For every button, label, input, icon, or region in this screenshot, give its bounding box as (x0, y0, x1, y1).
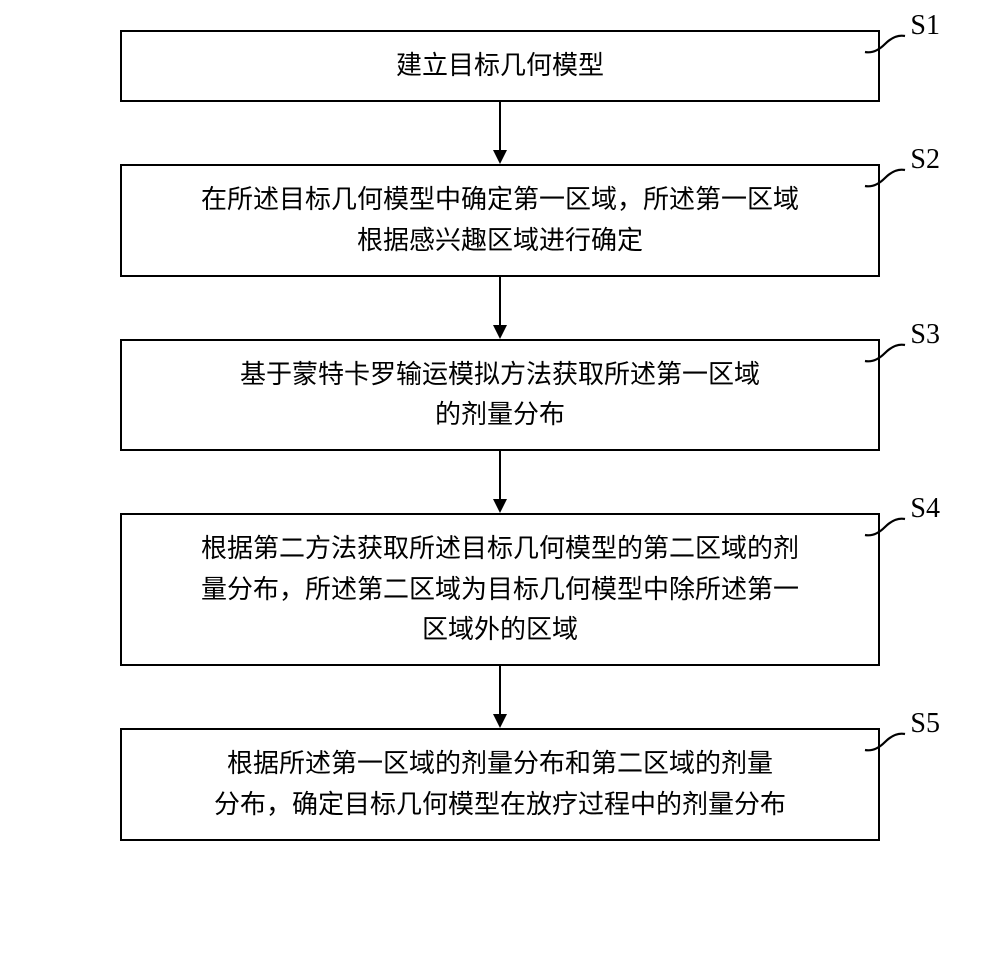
step-s5-line1: 根据所述第一区域的剂量分布和第二区域的剂量 (152, 744, 848, 784)
curve-s2 (865, 166, 905, 190)
step-s5-wrapper: S5 根据所述第一区域的剂量分布和第二区域的剂量 分布，确定目标几何模型在放疗过… (0, 728, 1000, 841)
step-s5-line2: 分布，确定目标几何模型在放疗过程中的剂量分布 (152, 785, 848, 825)
step-s3-line2: 的剂量分布 (152, 395, 848, 435)
curve-s1 (865, 32, 905, 56)
step-s3-box: 基于蒙特卡罗输运模拟方法获取所述第一区域 的剂量分布 (120, 339, 880, 452)
connector-1-2 (0, 102, 1000, 164)
connector-2-3 (0, 277, 1000, 339)
connector-3-4 (0, 451, 1000, 513)
step-s2-box: 在所述目标几何模型中确定第一区域，所述第一区域 根据感兴趣区域进行确定 (120, 164, 880, 277)
step-s4-box: 根据第二方法获取所述目标几何模型的第二区域的剂 量分布，所述第二区域为目标几何模… (120, 513, 880, 666)
step-s2-line1: 在所述目标几何模型中确定第一区域，所述第一区域 (152, 180, 848, 220)
label-s2: S2 (910, 144, 940, 176)
step-s5-box: 根据所述第一区域的剂量分布和第二区域的剂量 分布，确定目标几何模型在放疗过程中的… (120, 728, 880, 841)
step-s4-line1: 根据第二方法获取所述目标几何模型的第二区域的剂 (152, 529, 848, 569)
label-s1: S1 (910, 10, 940, 42)
flowchart-container: S1 建立目标几何模型 S2 在所述目标几何模型中确定第一区域，所述第一区域 根… (0, 30, 1000, 841)
curve-s3 (865, 341, 905, 365)
step-s1-wrapper: S1 建立目标几何模型 (0, 30, 1000, 102)
step-s2-wrapper: S2 在所述目标几何模型中确定第一区域，所述第一区域 根据感兴趣区域进行确定 (0, 164, 1000, 277)
label-s3: S3 (910, 319, 940, 351)
step-s3-wrapper: S3 基于蒙特卡罗输运模拟方法获取所述第一区域 的剂量分布 (0, 339, 1000, 452)
curve-s4 (865, 515, 905, 539)
label-s4: S4 (910, 493, 940, 525)
step-s1-box: 建立目标几何模型 (120, 30, 880, 102)
step-s4-line2: 量分布，所述第二区域为目标几何模型中除所述第一 (152, 570, 848, 610)
label-s5: S5 (910, 708, 940, 740)
curve-s5 (865, 730, 905, 754)
step-s1-line1: 建立目标几何模型 (152, 46, 848, 86)
step-s3-line1: 基于蒙特卡罗输运模拟方法获取所述第一区域 (152, 355, 848, 395)
step-s4-wrapper: S4 根据第二方法获取所述目标几何模型的第二区域的剂 量分布，所述第二区域为目标… (0, 513, 1000, 666)
step-s2-line2: 根据感兴趣区域进行确定 (152, 221, 848, 261)
connector-4-5 (0, 666, 1000, 728)
step-s4-line3: 区域外的区域 (152, 610, 848, 650)
